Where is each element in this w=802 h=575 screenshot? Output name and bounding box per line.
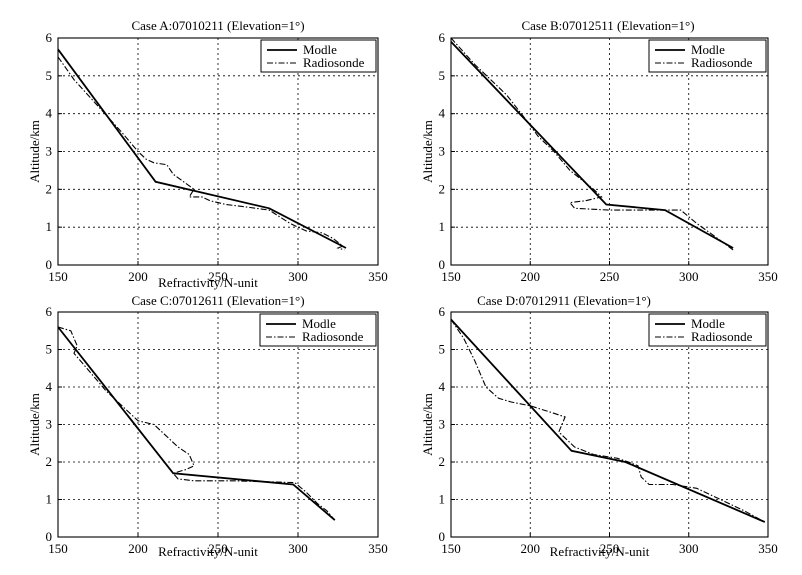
y-tick-label: 6 bbox=[46, 30, 53, 45]
y-tick-label: 3 bbox=[439, 417, 446, 432]
x-tick-label: 350 bbox=[758, 541, 778, 556]
x-tick-label: 300 bbox=[679, 269, 699, 284]
legend-box bbox=[648, 313, 767, 347]
x-tick-label: 300 bbox=[288, 269, 308, 284]
x-tick-label: 200 bbox=[521, 541, 541, 556]
y-tick-label: 4 bbox=[439, 106, 446, 121]
y-tick-label: 5 bbox=[439, 342, 446, 357]
y-tick-label: 5 bbox=[439, 68, 446, 83]
x-tick-label: 250 bbox=[600, 541, 620, 556]
y-tick-label: 5 bbox=[46, 342, 53, 357]
chart-panel-2: Case C:07012611 (Elevation=1°)150 200 250 3… bbox=[27, 293, 388, 559]
y-tick-label: 2 bbox=[439, 454, 446, 469]
y-tick-label: 0 bbox=[439, 529, 446, 544]
x-tick-label: 250 bbox=[600, 269, 620, 284]
chart-title: Case D:07012911 (Elevation=1°) bbox=[477, 293, 651, 308]
model-series-line bbox=[450, 318, 766, 523]
x-tick-label: 200 bbox=[521, 269, 541, 284]
chart-title: Case A:07010211 (Elevation=1°) bbox=[131, 18, 304, 33]
legend-label: Radiosonde bbox=[303, 55, 365, 70]
radiosonde-series-line bbox=[57, 326, 336, 521]
y-tick-label: 4 bbox=[46, 379, 53, 394]
model-series-line bbox=[57, 48, 347, 249]
radiosonde-series-line bbox=[450, 37, 734, 251]
y-tick-label: 6 bbox=[46, 304, 53, 319]
x-tick-label: 250 bbox=[208, 269, 228, 284]
x-tick-label: 150 bbox=[441, 541, 461, 556]
y-tick-label: 1 bbox=[439, 219, 446, 234]
x-tick-label: 150 bbox=[48, 269, 68, 284]
y-tick-label: 2 bbox=[46, 454, 53, 469]
chart-title: Case C:07012611 (Elevation=1°) bbox=[131, 293, 304, 308]
radiosonde-series-line bbox=[57, 56, 345, 251]
y-tick-label: 2 bbox=[46, 181, 53, 196]
y-tick-label: 0 bbox=[46, 257, 53, 272]
y-axis-label: Altitude/km bbox=[27, 393, 42, 456]
x-tick-label: 150 bbox=[48, 541, 68, 556]
x-tick-label: 350 bbox=[368, 541, 388, 556]
y-tick-label: 1 bbox=[439, 492, 446, 507]
y-tick-label: 6 bbox=[439, 304, 446, 319]
x-tick-label: 300 bbox=[288, 541, 308, 556]
x-axis-label: Refractivity/N-unit bbox=[550, 544, 650, 559]
legend-label: Radiosonde bbox=[691, 55, 753, 70]
legend-label: Modle bbox=[691, 42, 725, 57]
x-tick-label: 200 bbox=[128, 541, 148, 556]
y-tick-label: 0 bbox=[46, 529, 53, 544]
y-tick-label: 5 bbox=[46, 68, 53, 83]
y-tick-label: 4 bbox=[46, 106, 53, 121]
chart-title: Case B:07012511 (Elevation=1°) bbox=[521, 18, 694, 33]
y-axis-label: Altitude/km bbox=[420, 120, 435, 183]
x-tick-label: 200 bbox=[128, 269, 148, 284]
y-tick-label: 4 bbox=[439, 379, 446, 394]
x-tick-label: 300 bbox=[679, 541, 699, 556]
model-series-line bbox=[450, 41, 734, 249]
y-axis-label: Altitude/km bbox=[27, 120, 42, 183]
chart-panel-3: Case D:07012911 (Elevation=1°)150 200 250 3… bbox=[420, 293, 778, 559]
x-axis-label: Refractivity/N-unit bbox=[158, 544, 258, 559]
x-tick-label: 150 bbox=[441, 269, 461, 284]
x-tick-label: 350 bbox=[368, 269, 388, 284]
y-tick-label: 3 bbox=[439, 144, 446, 159]
y-tick-label: 3 bbox=[46, 417, 53, 432]
legend-label: Radiosonde bbox=[302, 329, 364, 344]
chart-panel-1: Case B:07012511 (Elevation=1°)150 200 250 3… bbox=[420, 18, 778, 284]
legend-label: Modle bbox=[303, 42, 337, 57]
y-tick-label: 1 bbox=[46, 219, 53, 234]
y-axis-label: Altitude/km bbox=[420, 393, 435, 456]
x-tick-label: 350 bbox=[758, 269, 778, 284]
legend-label: Modle bbox=[302, 316, 336, 331]
legend-label: Radiosonde bbox=[691, 329, 753, 344]
y-tick-label: 3 bbox=[46, 144, 53, 159]
legend-box bbox=[260, 39, 377, 73]
legend-label: Modle bbox=[691, 316, 725, 331]
model-series-line bbox=[57, 326, 336, 521]
y-tick-label: 0 bbox=[439, 257, 446, 272]
y-tick-label: 6 bbox=[439, 30, 446, 45]
y-tick-label: 1 bbox=[46, 492, 53, 507]
radiosonde-series-line bbox=[450, 319, 766, 523]
legend-box bbox=[259, 313, 377, 347]
chart-panel-0: Case A:07010211 (Elevation=1°)150 200 250 3… bbox=[27, 18, 388, 290]
y-tick-label: 2 bbox=[439, 181, 446, 196]
x-axis-label: Refractivity/N-unit bbox=[158, 275, 258, 290]
x-tick-label: 250 bbox=[208, 541, 228, 556]
legend-box bbox=[648, 39, 767, 73]
